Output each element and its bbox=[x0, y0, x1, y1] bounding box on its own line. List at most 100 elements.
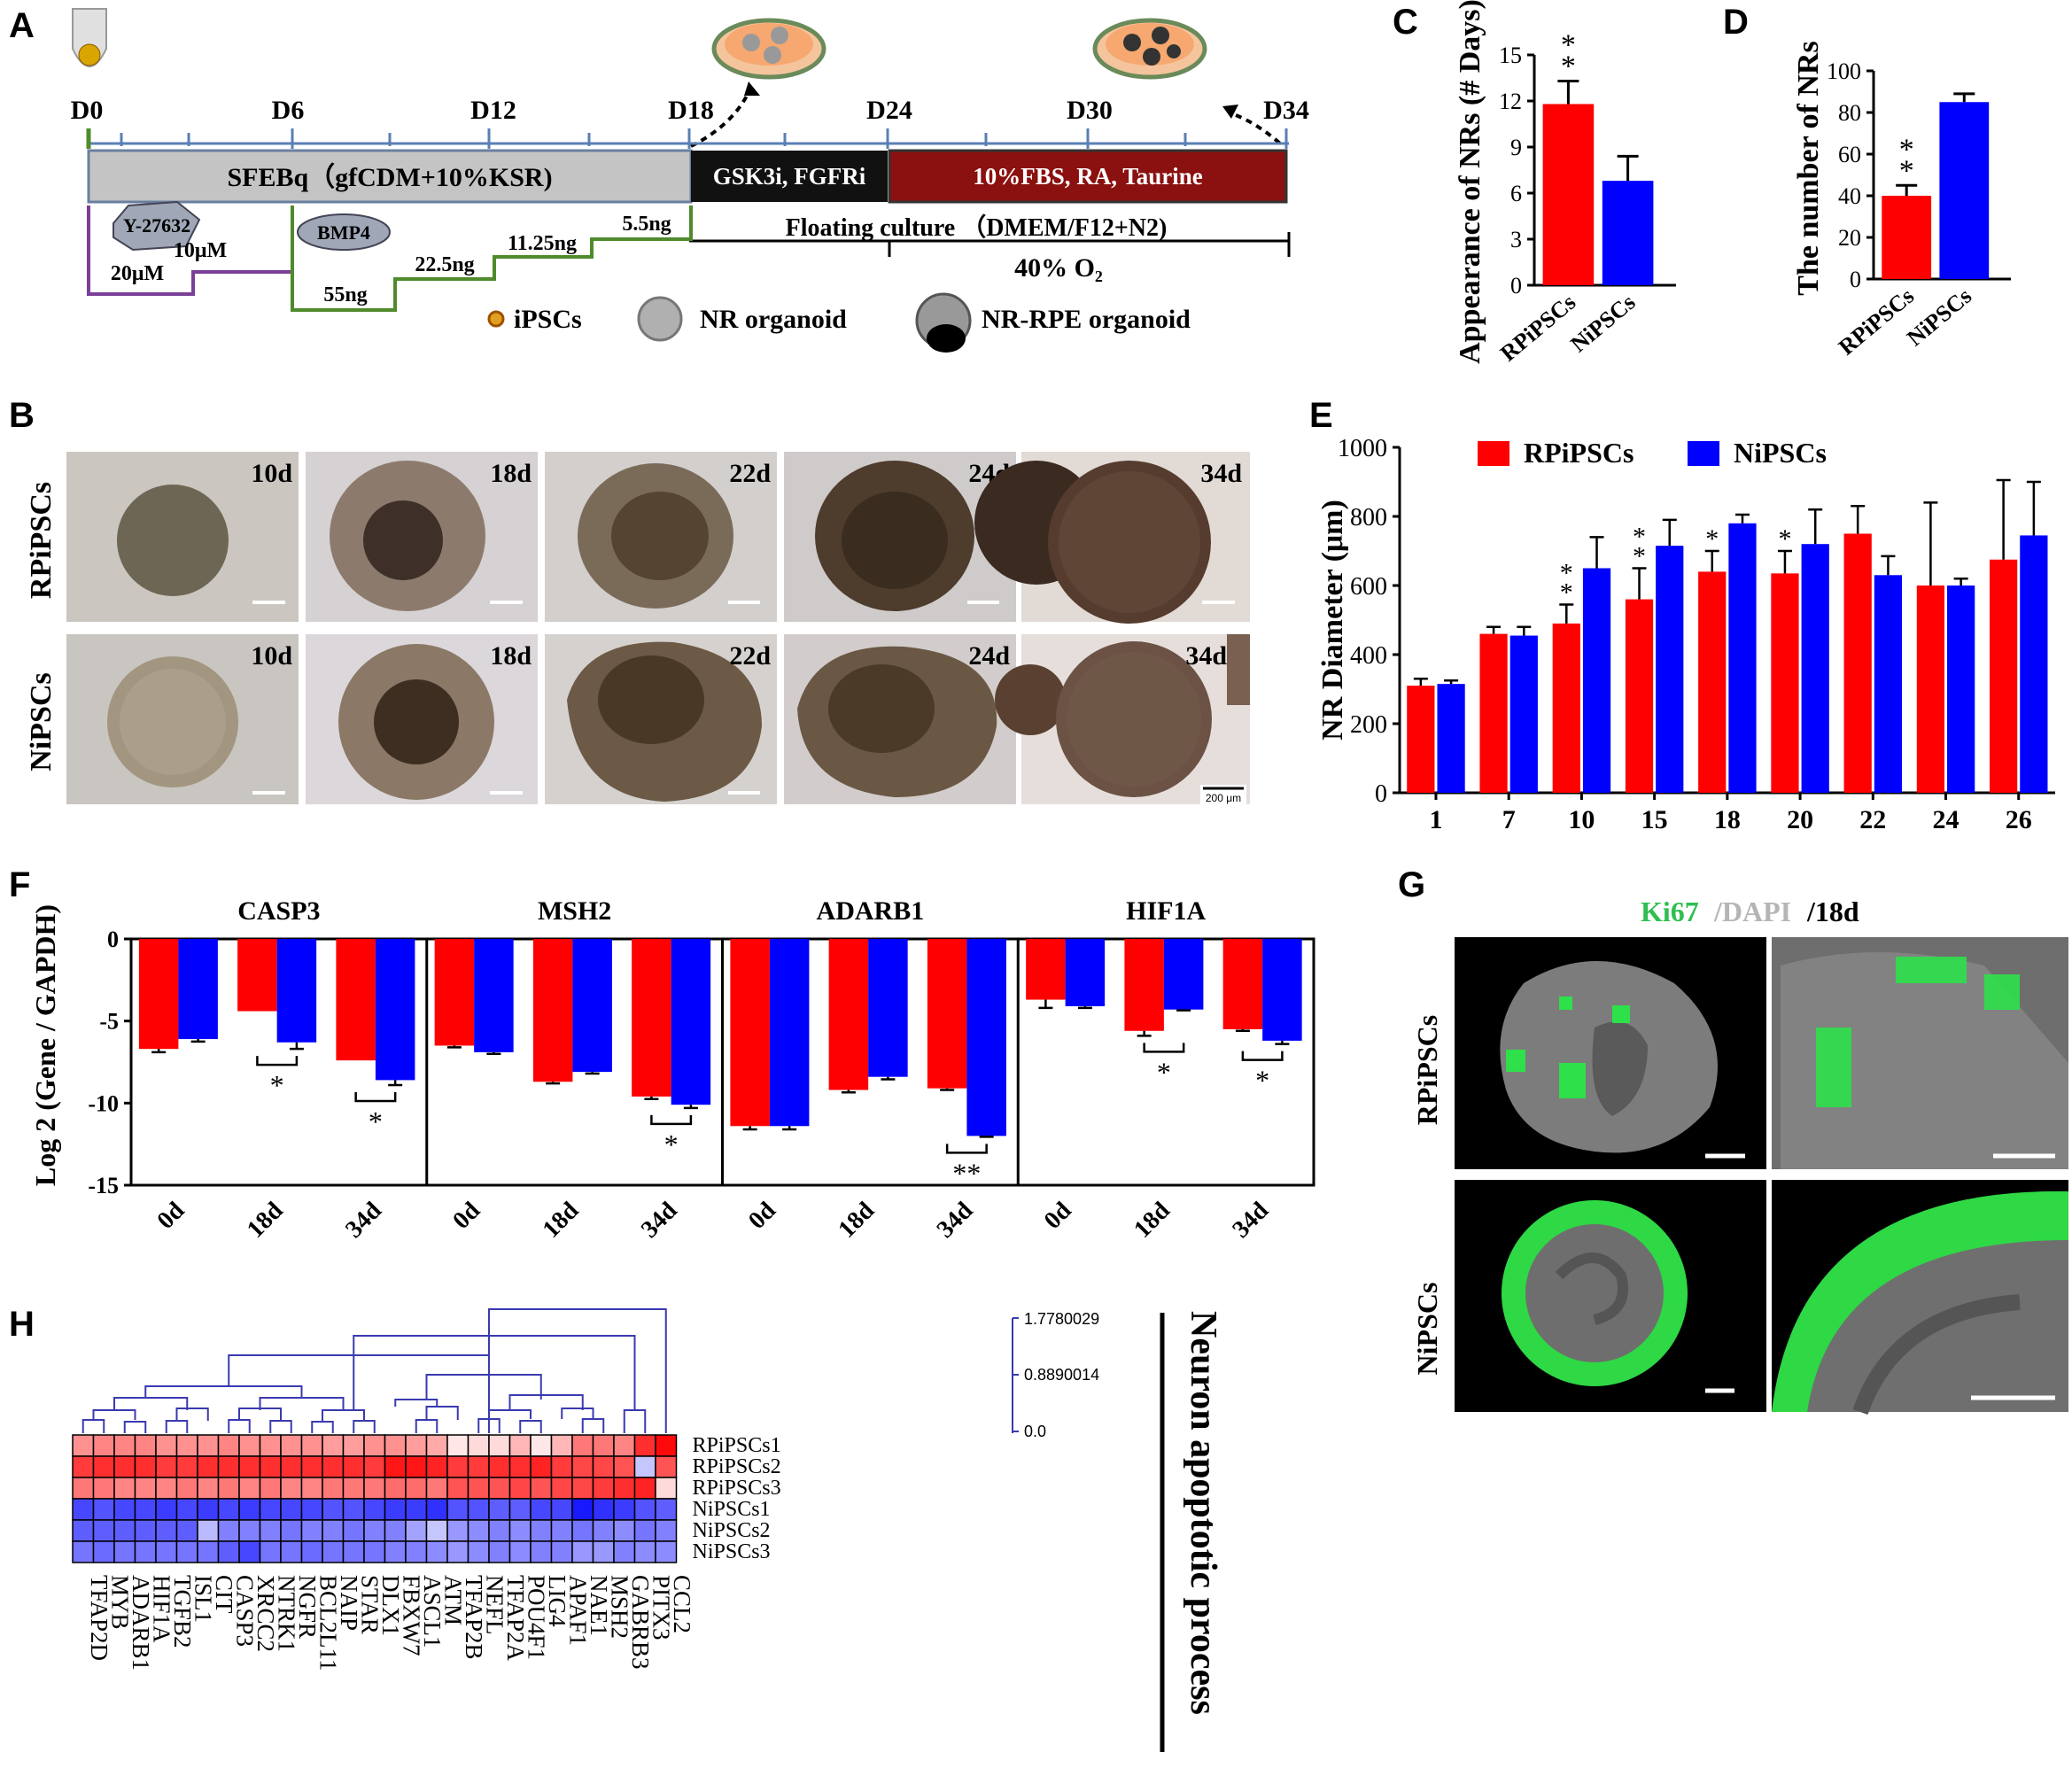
heatmap-cell bbox=[446, 1498, 469, 1521]
heatmap-cell bbox=[134, 1477, 157, 1500]
dendrogram-branch bbox=[113, 1397, 189, 1410]
heatmap-cell bbox=[280, 1498, 303, 1521]
x-tick-label: 0d bbox=[1039, 1197, 1077, 1235]
heatmap-cell bbox=[92, 1498, 115, 1521]
heatmap-cell bbox=[134, 1455, 157, 1478]
heatmap-cell bbox=[467, 1477, 490, 1500]
y-tick-label: 600 bbox=[1350, 573, 1387, 601]
dendrogram-branch bbox=[425, 1406, 459, 1420]
x-tick-label: 18d bbox=[538, 1197, 585, 1244]
panel-letter-a: A bbox=[9, 6, 35, 45]
legend-label: NR organoid bbox=[700, 305, 847, 334]
bar bbox=[1698, 571, 1727, 793]
heatmap-cell bbox=[384, 1540, 407, 1563]
heatmap-cell bbox=[217, 1498, 240, 1521]
significance-mark: * bbox=[1560, 578, 1573, 607]
day-label: D12 bbox=[470, 96, 516, 125]
heatmap-cell bbox=[322, 1434, 345, 1457]
y-tick-label: 0 bbox=[107, 927, 119, 952]
significance-bracket bbox=[354, 1091, 397, 1103]
bmp4-line bbox=[291, 206, 693, 312]
heatmap-gene-label: DLX1 bbox=[377, 1575, 404, 1636]
heatmap-gene-label: TFAP2B bbox=[461, 1575, 487, 1660]
heatmap-cell bbox=[238, 1477, 261, 1500]
heatmap-cell bbox=[530, 1455, 553, 1478]
heatmap-row-label: RPiPSCs2 bbox=[693, 1455, 781, 1478]
y-tick-label: 12 bbox=[1499, 89, 1522, 114]
heatmap-cell bbox=[425, 1455, 448, 1478]
bar bbox=[927, 939, 967, 1089]
chart-c: 0 3 6 9 12 15 RPiPSCs ** NiPSCs bbox=[1495, 28, 1676, 367]
heatmap-gene-label: NAIP bbox=[336, 1575, 362, 1631]
bmp4-ellipse bbox=[297, 213, 391, 251]
day-label: D0 bbox=[71, 96, 104, 125]
svg-text:10d: 10d bbox=[251, 459, 292, 488]
bar bbox=[1801, 544, 1829, 793]
bar bbox=[1939, 102, 1990, 279]
heatmap-cell bbox=[446, 1455, 469, 1478]
gene-title: ADARB1 bbox=[817, 896, 925, 926]
heatmap-cell bbox=[197, 1477, 220, 1500]
heatmap-cell bbox=[405, 1498, 428, 1521]
heatmap-cell bbox=[217, 1455, 240, 1478]
bar bbox=[868, 939, 908, 1077]
heatmap-cell bbox=[467, 1434, 490, 1457]
y-tick-label: -10 bbox=[88, 1090, 119, 1116]
heatmap-gene-label: XRCC2 bbox=[252, 1575, 279, 1652]
heatmap-cell bbox=[197, 1455, 220, 1478]
dendrogram-branch bbox=[519, 1420, 542, 1433]
heatmap-cell bbox=[655, 1519, 678, 1542]
heatmap-cell bbox=[259, 1498, 282, 1521]
heatmap-cell bbox=[259, 1477, 282, 1500]
bar bbox=[1222, 939, 1263, 1029]
heatmap-cell bbox=[322, 1477, 345, 1500]
panel-g-title-ki67: Ki67 bbox=[1641, 896, 1699, 927]
heatmap-cell bbox=[363, 1455, 386, 1478]
heatmap-cell bbox=[384, 1498, 407, 1521]
heatmap-cell bbox=[633, 1455, 656, 1478]
heatmap-gene-label: ATM bbox=[439, 1575, 466, 1625]
heatmap-cell bbox=[425, 1434, 448, 1457]
heatmap-cell bbox=[342, 1519, 365, 1542]
heatmap-cell bbox=[113, 1519, 136, 1542]
heatmap-cell bbox=[633, 1540, 656, 1563]
micrograph-nipscs-24d: 24d bbox=[784, 634, 1016, 804]
bar bbox=[434, 939, 475, 1046]
x-tick-label: 34d bbox=[932, 1197, 979, 1244]
fluorescence-nipscs-low bbox=[1455, 1180, 1766, 1412]
x-tick-label: 0d bbox=[152, 1197, 190, 1235]
heatmap-gene-label: NTRK1 bbox=[273, 1575, 299, 1652]
scale-value: 1.7780029 bbox=[1024, 1310, 1099, 1328]
heatmap-cell bbox=[592, 1455, 615, 1478]
gsk-bar bbox=[691, 151, 888, 202]
y-tick-label: 6 bbox=[1510, 181, 1522, 206]
sfebq-bar bbox=[87, 149, 693, 204]
y27632-hexagon bbox=[113, 200, 201, 252]
heatmap-cell bbox=[571, 1434, 594, 1457]
heatmap-gene-label: NGFR bbox=[294, 1575, 321, 1639]
dendrogram-branch bbox=[508, 1394, 584, 1410]
heatmap-cell bbox=[613, 1540, 636, 1563]
heatmap-cell bbox=[655, 1540, 678, 1563]
heatmap-cell bbox=[633, 1498, 656, 1521]
micrograph-rpipscs-18d: 18d bbox=[306, 452, 538, 622]
heatmap-cell bbox=[405, 1477, 428, 1500]
x-tick-label: 10 bbox=[1568, 805, 1595, 834]
heatmap-cell bbox=[280, 1519, 303, 1542]
heatmap-cell bbox=[613, 1434, 636, 1457]
bar bbox=[474, 939, 514, 1052]
bar bbox=[671, 939, 711, 1105]
significance-mark: * bbox=[1899, 133, 1914, 166]
x-tick-label: 18d bbox=[833, 1197, 880, 1244]
heatmap-gene-label: POU4F1 bbox=[523, 1575, 549, 1660]
heatmap-cell bbox=[280, 1477, 303, 1500]
dendrogram-branch bbox=[488, 1409, 532, 1419]
heatmap-cell bbox=[72, 1434, 95, 1457]
heatmap-cell bbox=[405, 1540, 428, 1563]
heatmap-cell bbox=[550, 1498, 573, 1521]
bar bbox=[276, 939, 317, 1043]
y-tick-label: -15 bbox=[88, 1173, 119, 1198]
dendrogram-branch bbox=[92, 1409, 136, 1420]
y-tick-label: 0 bbox=[1375, 780, 1387, 808]
y27632-line bbox=[87, 206, 292, 296]
